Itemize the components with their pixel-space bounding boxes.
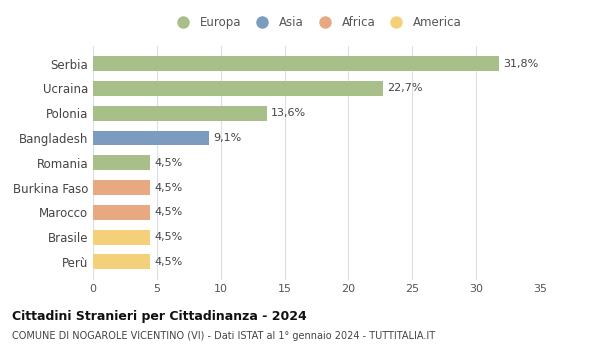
Bar [93, 81, 383, 96]
Text: 31,8%: 31,8% [503, 58, 538, 69]
Bar [93, 56, 499, 71]
Legend: Europa, Asia, Africa, America: Europa, Asia, Africa, America [169, 14, 464, 32]
Bar [93, 106, 266, 121]
Text: 4,5%: 4,5% [154, 158, 182, 168]
Text: 4,5%: 4,5% [154, 232, 182, 242]
Bar [93, 254, 151, 270]
Text: Cittadini Stranieri per Cittadinanza - 2024: Cittadini Stranieri per Cittadinanza - 2… [12, 310, 307, 323]
Text: 4,5%: 4,5% [154, 183, 182, 193]
Text: 13,6%: 13,6% [271, 108, 305, 118]
Bar [93, 180, 151, 195]
Text: 9,1%: 9,1% [213, 133, 241, 143]
Bar [93, 205, 151, 220]
Bar [93, 155, 151, 170]
Text: COMUNE DI NOGAROLE VICENTINO (VI) - Dati ISTAT al 1° gennaio 2024 - TUTTITALIA.I: COMUNE DI NOGAROLE VICENTINO (VI) - Dati… [12, 331, 435, 341]
Text: 4,5%: 4,5% [154, 257, 182, 267]
Text: 22,7%: 22,7% [387, 83, 422, 93]
Text: 4,5%: 4,5% [154, 207, 182, 217]
Bar [93, 131, 209, 145]
Bar [93, 230, 151, 245]
